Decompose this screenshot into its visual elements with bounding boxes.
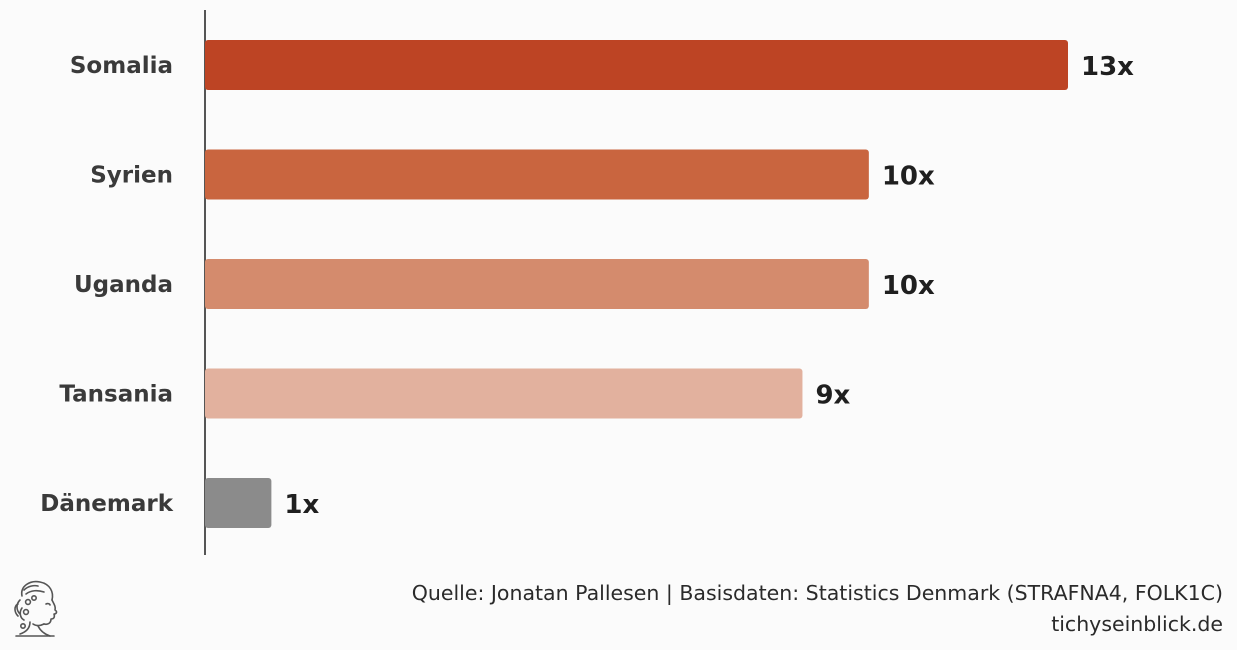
bar-somalia (205, 40, 1068, 90)
bars-layer: Somalia 13x Syrien 10x Uganda 10x Tansania 9x Dä… (40, 40, 1134, 528)
value-label: 10x (882, 162, 935, 192)
site-name: tichyseinblick.de (1051, 612, 1223, 636)
category-label: Syrien (90, 163, 173, 189)
category-label: Uganda (74, 272, 173, 298)
bar-uganda (205, 259, 869, 309)
source-note: Quelle: Jonatan Pallesen | Basisdaten: S… (411, 581, 1223, 605)
bar-syrien (205, 149, 869, 200)
category-label: Dänemark (40, 491, 173, 517)
bar-chart: Somalia 13x Syrien 10x Uganda 10x Tansania 9x Dä… (40, 10, 1134, 555)
bar-tansania (205, 368, 803, 419)
category-label: Tansania (59, 382, 173, 408)
bar-dänemark (205, 478, 272, 528)
value-label: 13x (1081, 52, 1134, 82)
value-label: 10x (882, 271, 935, 301)
category-label: Somalia (70, 53, 173, 79)
value-label: 9x (815, 381, 850, 411)
greek-head-logo-icon (8, 574, 64, 640)
value-label: 1x (284, 490, 319, 520)
